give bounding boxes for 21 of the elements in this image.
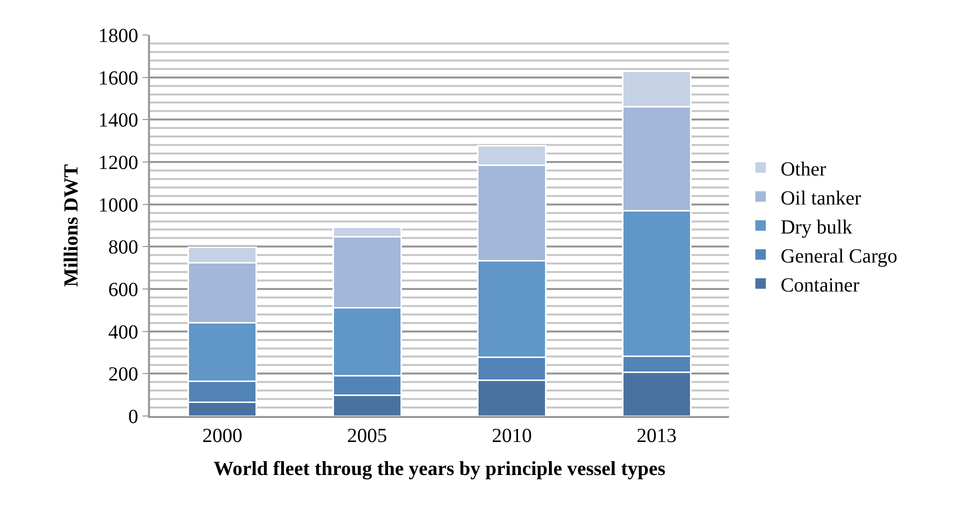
y-tick-label: 1800 (98, 25, 138, 47)
y-tick-label: 1000 (98, 194, 138, 216)
y-tick-label: 800 (108, 236, 138, 259)
legend-label: Dry bulk (780, 216, 852, 238)
y-tick-label: 400 (108, 321, 138, 344)
y-tick-label: 200 (108, 364, 138, 386)
legend-label: Oil tanker (780, 187, 862, 210)
x-axis-title: World fleet throug the years by principle vessel types (214, 458, 666, 480)
legend-label: General Cargo (780, 245, 898, 268)
y-tick-label: 1200 (98, 152, 138, 174)
y-tick-label: 1400 (98, 110, 138, 132)
legend-label: Other (780, 158, 826, 180)
y-tick-label: 1600 (98, 67, 138, 90)
x-tick-label: 2010 (492, 424, 532, 447)
x-tick-label: 2005 (347, 424, 388, 447)
legend-label: Container (780, 274, 860, 296)
y-axis-title: Millions DWT (60, 163, 82, 287)
x-tick-label: 2013 (636, 424, 677, 447)
y-tick-label: 600 (108, 279, 138, 301)
y-tick-label: 0 (128, 406, 138, 428)
x-tick-label: 2000 (202, 424, 242, 447)
